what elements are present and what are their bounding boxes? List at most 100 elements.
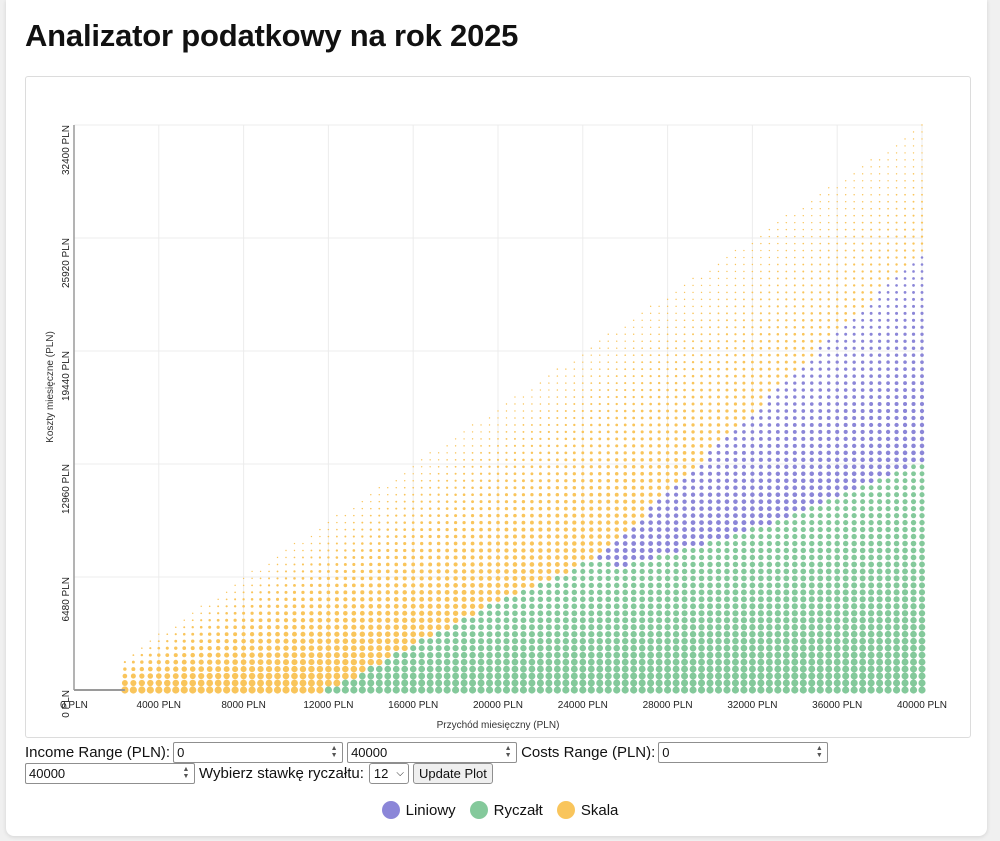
scatter-point — [292, 631, 297, 637]
scatter-point — [802, 319, 805, 322]
costs-min-input[interactable]: 0 ▲ ▼ — [658, 741, 829, 763]
scatter-point — [860, 422, 865, 427]
scatter-point — [765, 651, 773, 659]
scatter-point — [808, 589, 815, 596]
update-plot-button[interactable]: Update Plot — [412, 762, 493, 784]
scatter-point — [242, 577, 245, 580]
scatter-point — [599, 340, 601, 342]
scatter-point — [689, 617, 697, 624]
scatter-point — [800, 568, 807, 575]
scatter-point — [664, 658, 671, 666]
scatter-point — [816, 651, 824, 659]
scatter-point — [742, 353, 746, 357]
scatter-point — [782, 672, 790, 680]
scatter-point — [327, 556, 330, 559]
scatter-point — [655, 665, 663, 673]
scatter-point — [760, 249, 762, 252]
scatter-point — [912, 193, 915, 196]
legend-item-liniowy[interactable]: Liniowy — [381, 801, 456, 819]
scatter-point — [673, 596, 679, 603]
scatter-point — [589, 479, 594, 483]
scatter-point — [241, 645, 247, 651]
scatter-point — [665, 547, 671, 554]
legend-swatch-skala — [556, 801, 575, 819]
scatter-point — [818, 457, 823, 462]
scatter-point — [435, 638, 442, 645]
scatter-point — [511, 679, 519, 687]
scatter-point — [420, 479, 423, 482]
scatter-point — [775, 506, 781, 512]
costs-max-input[interactable]: 40000 ▲ ▼ — [25, 762, 195, 784]
scatter-point — [590, 347, 592, 349]
scatter-point — [692, 312, 694, 315]
income-min-input[interactable]: 0 ▲ ▼ — [173, 741, 344, 763]
scatter-point — [647, 665, 655, 673]
scatter-point — [860, 471, 865, 477]
legend-item-ryczalt[interactable]: Ryczałt — [469, 801, 543, 819]
scatter-point — [700, 319, 703, 322]
scatter-point — [852, 409, 857, 413]
scatter-point — [904, 152, 906, 154]
income-max-input[interactable]: 40000 ▲ ▼ — [347, 741, 518, 763]
spinner-icon[interactable]: ▲ ▼ — [504, 744, 512, 759]
scatter-point — [335, 569, 339, 573]
scatter-point — [655, 679, 663, 687]
scatter-point — [587, 672, 595, 680]
rate-select[interactable]: 12 ⌵ — [368, 762, 409, 784]
scatter-point — [623, 423, 627, 427]
scatter-point — [486, 651, 493, 659]
spinner-icon[interactable]: ▲ ▼ — [330, 744, 338, 759]
scatter-point — [860, 429, 865, 435]
scatter-point — [844, 201, 847, 203]
scatter-point — [811, 208, 813, 210]
scatter-point — [800, 506, 806, 512]
legend-item-skala[interactable]: Skala — [556, 801, 618, 819]
scatter-point — [734, 353, 737, 357]
scatter-point — [707, 582, 713, 589]
scatter-point — [377, 535, 381, 538]
scatter-point — [545, 651, 553, 659]
scatter-point — [655, 644, 663, 652]
scatter-point — [850, 623, 858, 631]
scatter-point — [537, 624, 544, 631]
scatter-point — [749, 610, 756, 617]
scatter-point — [528, 651, 536, 659]
scatter-point — [648, 471, 653, 476]
scatter-point — [740, 686, 748, 694]
spinner-icon[interactable]: ▲ ▼ — [815, 744, 823, 759]
scatter-point — [716, 450, 721, 455]
spinner-icon[interactable]: ▲ ▼ — [182, 765, 190, 780]
scatter-point — [283, 624, 289, 630]
scatter-point — [887, 228, 890, 231]
scatter-point — [350, 652, 357, 659]
scatter-point — [801, 478, 806, 484]
scatter-point — [759, 284, 762, 287]
scatter-point — [571, 617, 578, 624]
scatter-point — [648, 561, 654, 568]
scatter-point — [614, 554, 620, 560]
scatter-point — [808, 554, 815, 561]
scatter-point — [791, 665, 799, 673]
scatter-point — [794, 249, 796, 252]
scatter-point — [529, 562, 535, 567]
scatter-point — [920, 263, 924, 266]
scatter-point — [699, 471, 704, 476]
scatter-point — [810, 249, 813, 252]
scatter-point — [724, 520, 730, 526]
scatter-point — [674, 464, 678, 469]
scatter-point — [367, 679, 375, 687]
scatter-point — [224, 632, 229, 637]
scatter-point — [369, 528, 372, 531]
scatter-point — [251, 570, 253, 573]
scatter-point — [275, 597, 280, 601]
scatter-point — [918, 582, 926, 589]
scatter-point — [920, 381, 924, 386]
scatter-point — [672, 665, 680, 673]
scatter-point — [707, 547, 713, 554]
scatter-point — [843, 513, 849, 519]
scatter-point — [513, 437, 516, 440]
scatter-point — [488, 493, 491, 497]
scatter-point — [758, 506, 764, 512]
scatter-point — [733, 450, 738, 455]
scatter-point — [554, 644, 561, 652]
